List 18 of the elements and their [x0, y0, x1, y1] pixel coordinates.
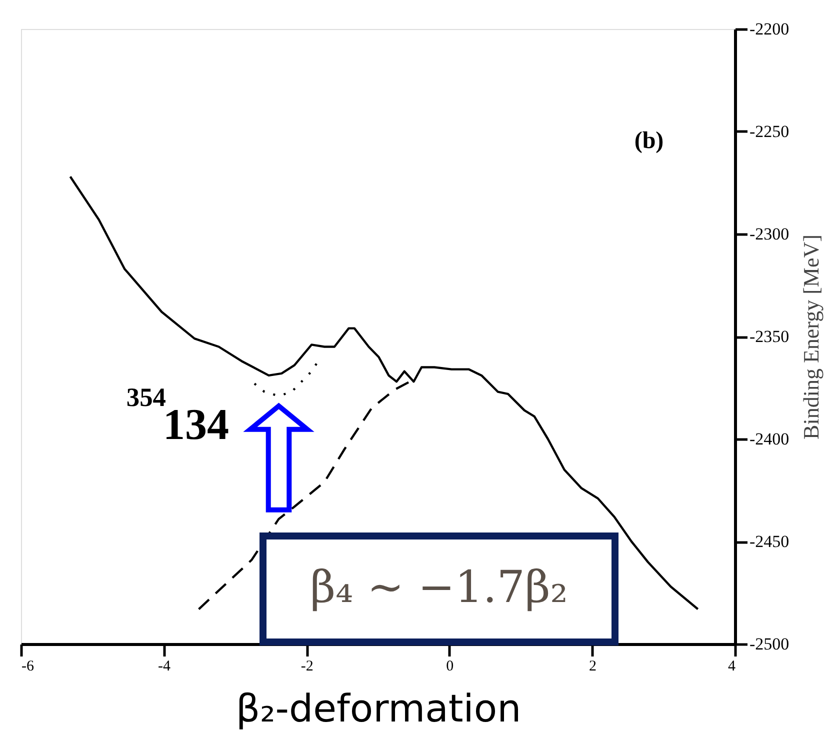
y-tick-label: -2400 [750, 430, 790, 448]
x-axis-title: β₂-deformation [236, 686, 522, 730]
x-tick-label: -2 [300, 658, 314, 674]
annotation: β₄ ∼ −1.7β₂ [310, 562, 568, 613]
y-axis-title: Binding Energy [MeV] [798, 234, 824, 440]
x-tick-label: 2 [588, 658, 596, 674]
annotation: (b) [634, 128, 664, 154]
y-tick-label: -2300 [750, 224, 790, 244]
line-series [69, 176, 699, 610]
x-tick-label: -6 [22, 658, 34, 674]
x-tick-label: 4 [728, 658, 736, 674]
y-tick-label: -2200 [750, 20, 790, 38]
x-tick-label: 0 [446, 658, 454, 674]
y-tick-label: -2450 [750, 532, 790, 551]
y-tick-label: -2350 [750, 327, 790, 346]
x-tick-label: -4 [158, 658, 172, 674]
y-tick-label: -2250 [750, 122, 790, 141]
y-tick-label: -2500 [750, 634, 790, 654]
